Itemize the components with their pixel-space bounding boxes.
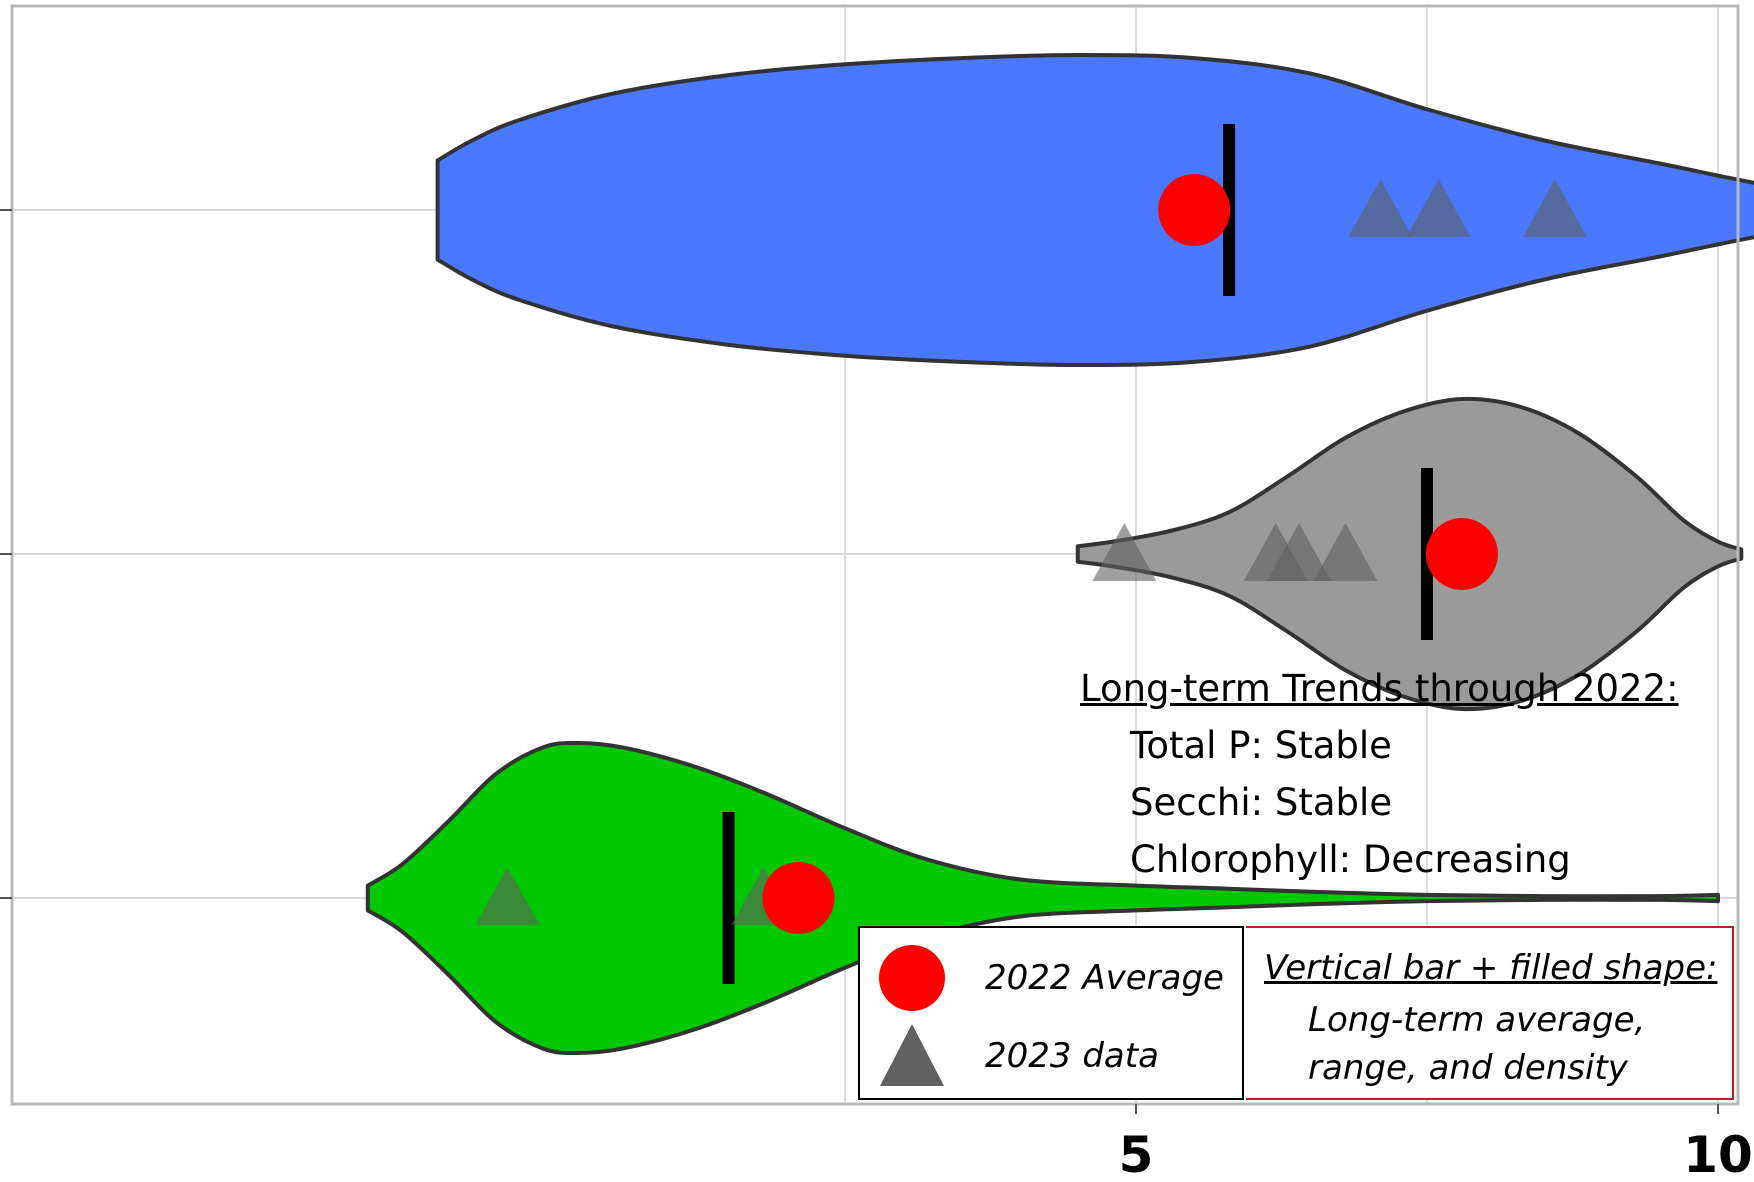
x-tick-label: 10 [1683, 1126, 1753, 1182]
legend-row-average: 2022 Average [860, 936, 1242, 1016]
x-tick-label: 5 [1119, 1126, 1154, 1182]
legend-note-body: Long-term average, range, and density [1308, 996, 1645, 1092]
data-2023-marker [1266, 523, 1331, 581]
trend-chlorophyll: Chlorophyll: Decreasing [1130, 838, 1571, 881]
data-2023-marker [475, 867, 540, 925]
trend-total-p: Total P: Stable [1130, 724, 1392, 767]
legend-average-marker [879, 945, 945, 1011]
avg-2022-marker [762, 862, 835, 934]
trend-secchi: Secchi: Stable [1130, 781, 1393, 824]
violin-shape-3 [365, 740, 1720, 1056]
violin-shape-2 [1075, 396, 1744, 712]
x-axis-ticks: 51015 [0, 209, 1753, 1182]
violins [365, 53, 1754, 1056]
legend-note-title: Vertical bar + filled shape: [1264, 948, 1718, 988]
data-2023-marker [1313, 523, 1378, 581]
violin-shape-1 [435, 53, 1754, 367]
legend-data-label: 2023 data [985, 1036, 1159, 1076]
trends-annotation: Long-term Trends through 2022: Total P: … [1080, 660, 1679, 888]
data-2023-marker [1348, 179, 1413, 237]
legend: 2022 Average 2023 data [858, 926, 1244, 1100]
data-2023-marker [1523, 179, 1588, 237]
legend-note: Vertical bar + filled shape: Long-term a… [1246, 926, 1734, 1100]
data-2023-marker [1406, 179, 1471, 237]
legend-data-marker [880, 1024, 944, 1086]
avg-2022-marker [1425, 518, 1498, 590]
long-term-average-bar-3 [722, 812, 735, 984]
legend-note-line1: Long-term average, [1308, 1000, 1646, 1040]
avg-2022-marker [1158, 174, 1231, 246]
data-2023-marker [1092, 523, 1157, 581]
legend-average-label: 2022 Average [985, 958, 1224, 998]
legend-note-line2: range, and density [1308, 1048, 1628, 1088]
trends-title: Long-term Trends through 2022: [1080, 667, 1679, 710]
legend-row-data: 2023 data [860, 1016, 1242, 1096]
